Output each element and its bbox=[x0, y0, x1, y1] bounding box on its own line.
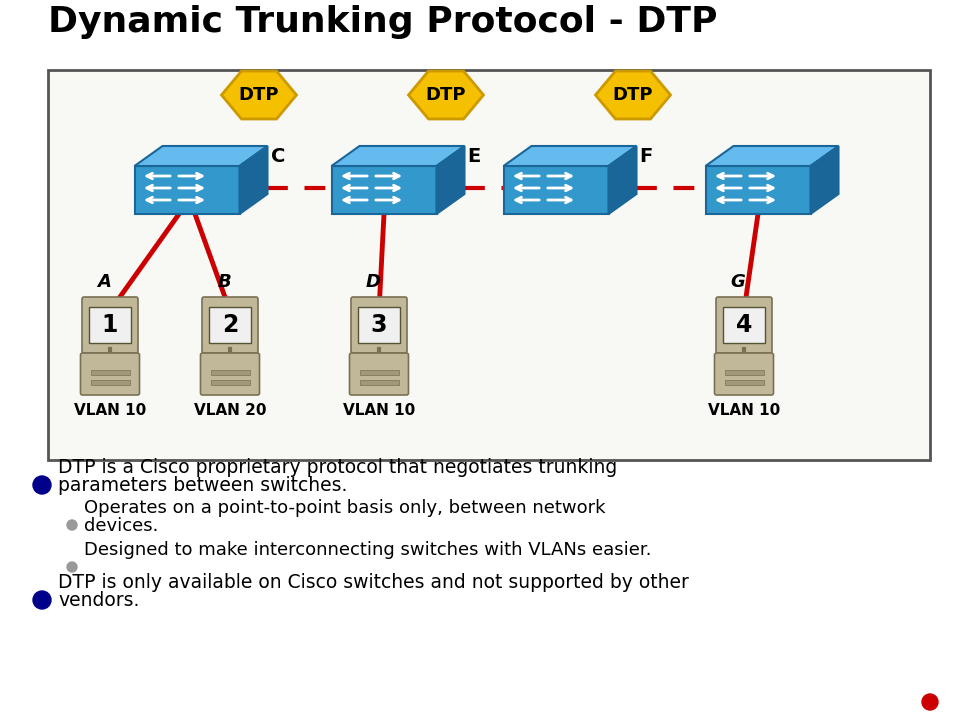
Text: 2: 2 bbox=[222, 313, 238, 337]
FancyBboxPatch shape bbox=[89, 307, 131, 343]
Text: A: A bbox=[97, 273, 111, 291]
Polygon shape bbox=[134, 166, 239, 214]
Text: D: D bbox=[366, 273, 380, 291]
Polygon shape bbox=[595, 71, 670, 119]
FancyBboxPatch shape bbox=[209, 307, 251, 343]
FancyBboxPatch shape bbox=[202, 297, 258, 353]
Text: Operates on a point-to-point basis only, between network: Operates on a point-to-point basis only,… bbox=[84, 499, 606, 517]
FancyBboxPatch shape bbox=[349, 353, 409, 395]
Circle shape bbox=[33, 591, 51, 609]
FancyBboxPatch shape bbox=[90, 380, 130, 385]
FancyBboxPatch shape bbox=[725, 380, 763, 385]
Text: C: C bbox=[271, 146, 285, 166]
Polygon shape bbox=[239, 146, 268, 214]
Polygon shape bbox=[331, 146, 465, 166]
FancyBboxPatch shape bbox=[714, 353, 774, 395]
Text: G: G bbox=[731, 273, 745, 291]
Text: 3: 3 bbox=[371, 313, 387, 337]
FancyBboxPatch shape bbox=[210, 380, 250, 385]
FancyBboxPatch shape bbox=[358, 307, 400, 343]
FancyBboxPatch shape bbox=[82, 297, 138, 353]
Text: VLAN 20: VLAN 20 bbox=[194, 403, 266, 418]
FancyBboxPatch shape bbox=[723, 307, 765, 343]
FancyBboxPatch shape bbox=[351, 297, 407, 353]
FancyBboxPatch shape bbox=[48, 70, 930, 460]
Text: DTP: DTP bbox=[425, 86, 467, 104]
FancyBboxPatch shape bbox=[725, 370, 763, 375]
Text: vendors.: vendors. bbox=[58, 591, 139, 610]
Polygon shape bbox=[706, 146, 838, 166]
Polygon shape bbox=[503, 146, 636, 166]
Text: VLAN 10: VLAN 10 bbox=[343, 403, 415, 418]
Text: 1: 1 bbox=[102, 313, 118, 337]
Polygon shape bbox=[503, 166, 609, 214]
Polygon shape bbox=[437, 146, 465, 214]
Text: Designed to make interconnecting switches with VLANs easier.: Designed to make interconnecting switche… bbox=[84, 541, 652, 559]
FancyBboxPatch shape bbox=[81, 353, 139, 395]
Text: B: B bbox=[217, 273, 230, 291]
Text: E: E bbox=[468, 146, 481, 166]
Text: devices.: devices. bbox=[84, 517, 158, 535]
Text: VLAN 10: VLAN 10 bbox=[708, 403, 780, 418]
FancyBboxPatch shape bbox=[359, 380, 398, 385]
Text: Dynamic Trunking Protocol - DTP: Dynamic Trunking Protocol - DTP bbox=[48, 5, 717, 39]
Circle shape bbox=[33, 476, 51, 494]
Circle shape bbox=[67, 520, 77, 530]
Polygon shape bbox=[331, 166, 437, 214]
FancyBboxPatch shape bbox=[359, 370, 398, 375]
Text: DTP: DTP bbox=[239, 86, 279, 104]
FancyBboxPatch shape bbox=[90, 370, 130, 375]
FancyBboxPatch shape bbox=[201, 353, 259, 395]
Text: 4: 4 bbox=[735, 313, 753, 337]
FancyBboxPatch shape bbox=[210, 370, 250, 375]
Polygon shape bbox=[706, 166, 810, 214]
FancyBboxPatch shape bbox=[716, 297, 772, 353]
Text: parameters between switches.: parameters between switches. bbox=[58, 476, 348, 495]
Circle shape bbox=[67, 562, 77, 572]
Polygon shape bbox=[134, 146, 268, 166]
Circle shape bbox=[922, 694, 938, 710]
Text: VLAN 10: VLAN 10 bbox=[74, 403, 146, 418]
Polygon shape bbox=[609, 146, 636, 214]
Text: DTP is a Cisco proprietary protocol that negotiates trunking: DTP is a Cisco proprietary protocol that… bbox=[58, 458, 617, 477]
Text: F: F bbox=[639, 146, 653, 166]
Polygon shape bbox=[409, 71, 484, 119]
Text: DTP is only available on Cisco switches and not supported by other: DTP is only available on Cisco switches … bbox=[58, 573, 689, 592]
Polygon shape bbox=[222, 71, 297, 119]
Text: DTP: DTP bbox=[612, 86, 653, 104]
Polygon shape bbox=[810, 146, 838, 214]
